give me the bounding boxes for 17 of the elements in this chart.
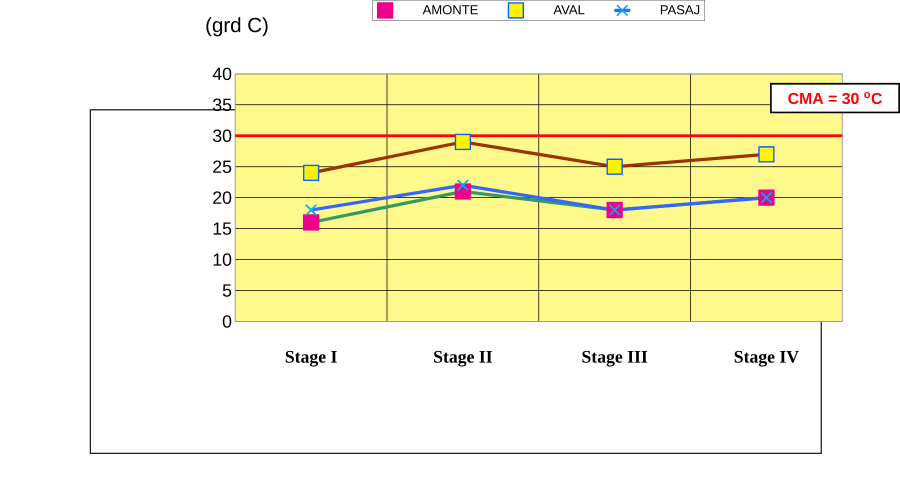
- y-tick-label: 0: [222, 315, 232, 328]
- x-tick-label: Stage I: [286, 351, 337, 367]
- legend-label: AMONTE: [422, 5, 478, 15]
- legend-label: PASAJ: [660, 5, 700, 15]
- y-tick-label: 15: [214, 222, 232, 235]
- x-tick-label: Stage IV: [734, 351, 799, 367]
- ref-line-label: CMA = 30 $^{o}$C: [788, 92, 882, 104]
- y-tick-label: 30: [212, 130, 232, 142]
- y-tick-label: 25: [213, 160, 232, 174]
- x-tick-label: Stage II: [434, 351, 492, 367]
- y-axis-title: (grd C): [206, 17, 268, 36]
- y-tick-label: 40: [212, 68, 232, 80]
- x-tick-label: Stage III: [582, 351, 648, 367]
- y-tick-label: 20: [213, 192, 232, 204]
- legend-label: AVAL: [553, 5, 584, 14]
- y-tick-label: 5: [222, 284, 232, 297]
- y-tick-label: 10: [214, 253, 232, 266]
